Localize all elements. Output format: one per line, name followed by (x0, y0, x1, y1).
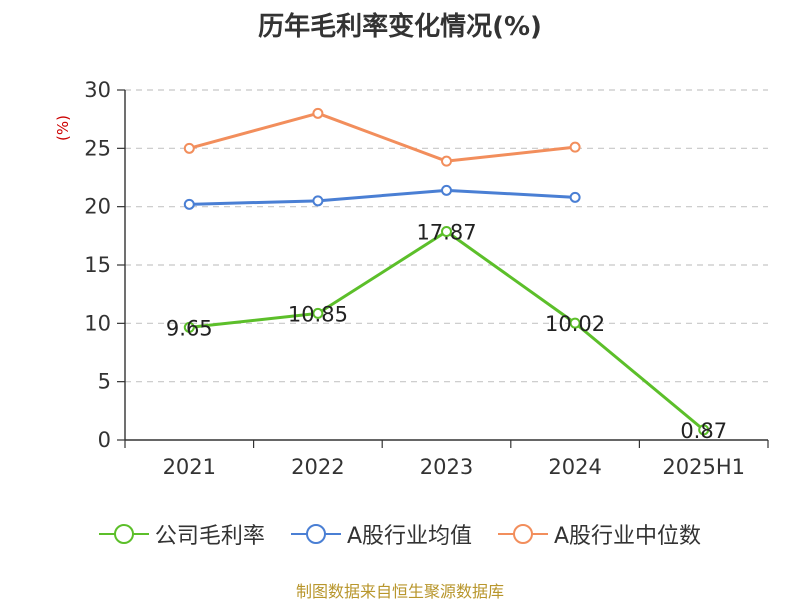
grid-lines (125, 89, 768, 383)
data-label: 17.87 (416, 221, 476, 245)
data-point (569, 141, 581, 153)
y-tick-label: 15 (84, 253, 111, 277)
y-tick-label: 5 (98, 370, 111, 394)
legend-line-circle-icon (98, 524, 149, 544)
legend-item-industry-median[interactable]: A股行业中位数 (498, 518, 701, 550)
data-point (569, 191, 581, 203)
data-point (569, 317, 581, 329)
legend-line-circle-icon (498, 524, 548, 544)
data-label: 10.02 (545, 312, 605, 336)
data-labels: 9.65 10.85 17.87 10.02 0.87 (166, 221, 727, 443)
data-point (183, 198, 195, 210)
data-point (698, 424, 710, 436)
x-tick-label: 2022 (291, 455, 344, 479)
y-axis-unit-label: (%) (54, 115, 72, 141)
data-point (312, 307, 324, 319)
legend-label-industry-median: A股行业中位数 (554, 524, 702, 549)
series-line (189, 230, 705, 432)
data-point (441, 155, 452, 167)
legend-label-industry-mean: A股行业均值 (346, 524, 472, 549)
x-tick-label: 2025H1 (662, 455, 745, 479)
series-line (188, 111, 576, 163)
data-point (312, 107, 324, 119)
data-point (312, 195, 324, 207)
data-label: 10.85 (288, 302, 348, 326)
y-tick-label: 25 (84, 136, 111, 160)
data-point (441, 226, 452, 238)
series-lines (183, 107, 710, 436)
data-point (441, 184, 452, 196)
data-label: 0.87 (680, 419, 727, 443)
legend-line-circle-icon (290, 524, 341, 544)
x-tick-label: 2021 (163, 455, 216, 479)
y-tick-label: 30 (84, 78, 111, 102)
data-point (183, 142, 195, 154)
legend-item-gross-margin[interactable]: 公司毛利率 (98, 518, 265, 550)
x-tick-label: 2023 (420, 455, 473, 479)
series-line (189, 188, 576, 206)
y-tick-label: 10 (84, 311, 111, 335)
legend-label-gross-margin: 公司毛利率 (154, 524, 265, 549)
data-point (183, 321, 195, 333)
legend: 公司毛利率 A股行业均值 A股行业中位数 (0, 518, 800, 550)
y-tick-label: 0 (98, 428, 111, 452)
source-note: 制图数据来自恒生聚源数据库 (295, 582, 504, 601)
legend-item-industry-mean[interactable]: A股行业均值 (290, 518, 472, 550)
y-tick-label: 20 (84, 195, 111, 219)
data-label: 9.65 (166, 316, 213, 340)
x-tick-label: 2024 (548, 455, 601, 479)
axes: 0 5 10 15 20 25 30 2021 2022 2023 2024 2025H1 (%) (54, 78, 769, 479)
chart-title: 历年毛利率变化情况(%) (258, 12, 542, 42)
